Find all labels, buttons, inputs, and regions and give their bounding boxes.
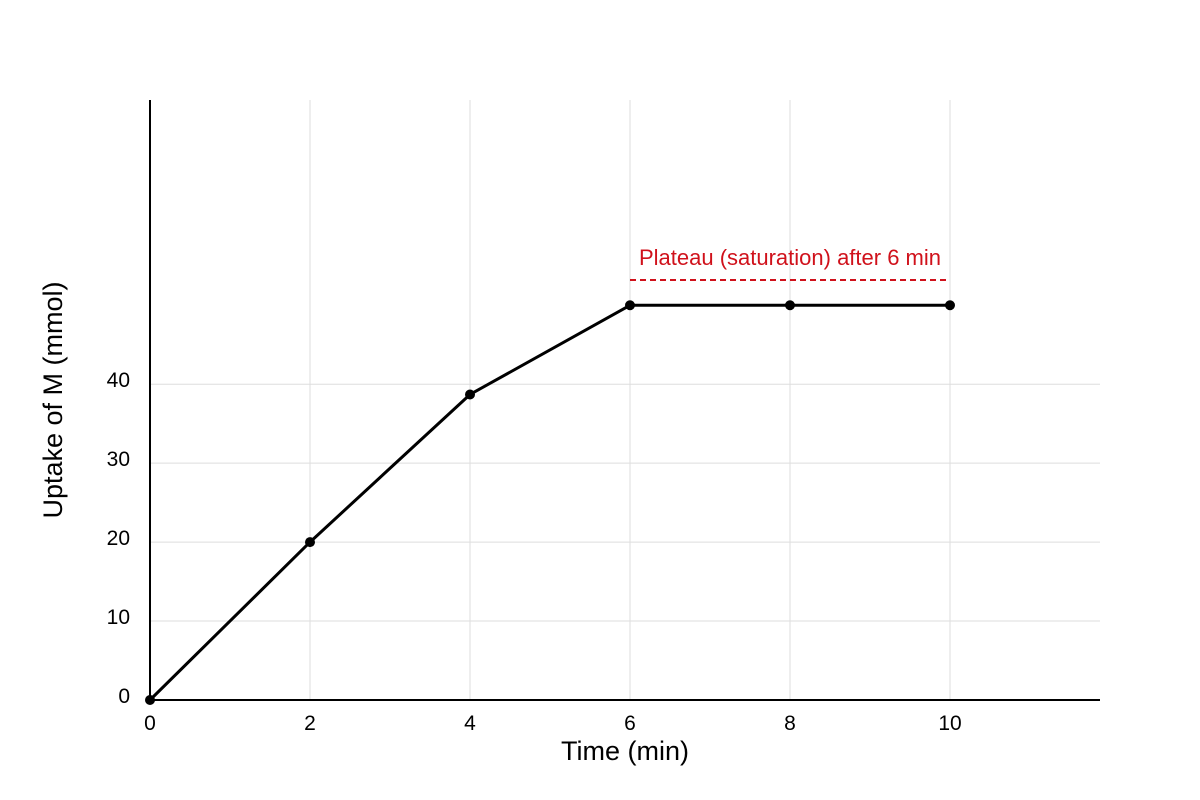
- x-tick-label: 10: [938, 712, 961, 735]
- series-layer: [145, 300, 955, 705]
- y-tick-label: 0: [118, 685, 130, 708]
- x-tick-label: 8: [784, 712, 796, 735]
- data-point: [625, 300, 635, 311]
- plateau-annotation-label: Plateau (saturation) after 6 min: [639, 245, 941, 270]
- x-tick-label: 0: [144, 712, 156, 735]
- annotation-layer: Plateau (saturation) after 6 min: [630, 245, 950, 281]
- grid-layer: [149, 100, 1100, 701]
- y-axis-label: Uptake of M (mmol): [38, 281, 68, 518]
- y-tick-label: 20: [107, 527, 130, 550]
- data-point: [785, 300, 795, 311]
- tick-label-layer: 0 2 4 6 8 10 0 10 20 30 40: [107, 369, 962, 735]
- data-point: [145, 695, 155, 705]
- y-tick-label: 40: [107, 369, 130, 392]
- axes-layer: [149, 100, 1100, 701]
- data-point: [465, 389, 475, 400]
- data-point: [305, 537, 315, 548]
- x-axis-label: Time (min): [561, 736, 689, 766]
- y-tick-label: 10: [107, 606, 130, 629]
- x-tick-label: 6: [624, 712, 636, 735]
- y-tick-label: 30: [107, 448, 130, 471]
- x-tick-label: 4: [464, 712, 476, 735]
- x-tick-label: 2: [304, 712, 316, 735]
- series-line: [148, 303, 952, 702]
- data-point: [945, 300, 955, 311]
